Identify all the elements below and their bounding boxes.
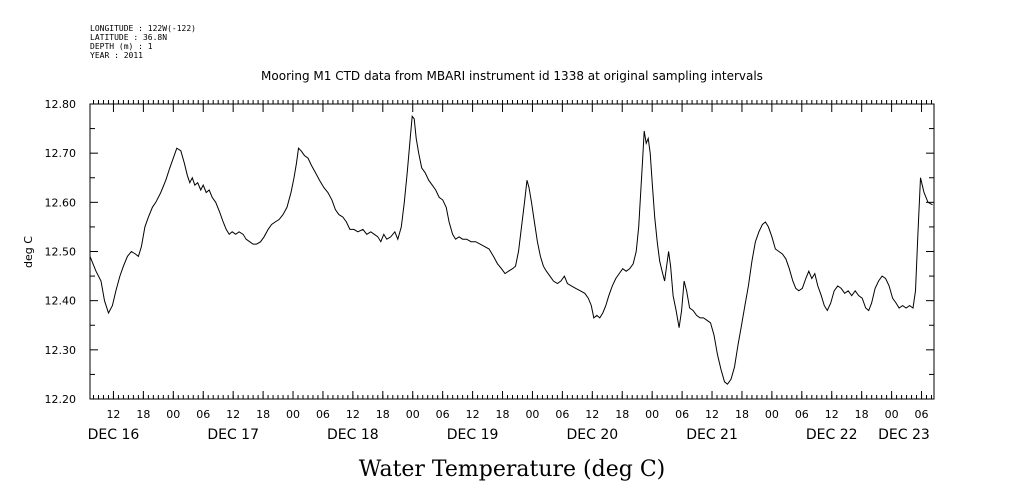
x-day-label: DEC 23 (878, 427, 930, 443)
y-tick-labels: 12.20 12.30 12.40 12.50 12.60 12.70 12.80 (45, 98, 77, 406)
x-hour-label: 18 (735, 408, 749, 421)
y-tick-label: 12.60 (45, 196, 77, 209)
plot-frame (89, 103, 935, 400)
x-hour-label: 18 (855, 408, 869, 421)
x-hour-label: 00 (525, 408, 539, 421)
x-hour-label: 18 (615, 408, 629, 421)
x-day-label: DEC 21 (686, 427, 738, 443)
x-major-ticks (112, 104, 923, 399)
y-tick-label: 12.20 (45, 393, 77, 406)
x-minor-ticks (92, 100, 933, 399)
header-longitude: LONGITUDE : 122W(-122) (90, 24, 196, 33)
x-hour-label: 00 (406, 408, 420, 421)
y-tick-label: 12.70 (45, 147, 77, 160)
temperature-line (89, 115, 933, 385)
x-hour-label: 18 (136, 408, 150, 421)
x-hour-label: 06 (316, 408, 330, 421)
x-hour-label: 00 (885, 408, 899, 421)
y-tick-label: 12.30 (45, 344, 77, 357)
x-day-label: DEC 20 (566, 427, 618, 443)
y-ticks (90, 103, 934, 400)
x-hour-label: 18 (256, 408, 270, 421)
x-day-label: DEC 19 (447, 427, 499, 443)
chart-header: LONGITUDE : 122W(-122) LATITUDE : 36.8N … (90, 24, 196, 60)
x-day-label: DEC 16 (88, 427, 140, 443)
x-day-label: DEC 18 (327, 427, 379, 443)
x-day-labels: DEC 16 DEC 17 DEC 18 DEC 19 DEC 20 DEC 21 DEC … (88, 427, 930, 443)
header-depth: DEPTH (m) : 1 (90, 42, 153, 51)
x-hour-label: 06 (555, 408, 569, 421)
y-tick-label: 12.50 (45, 246, 77, 259)
y-tick-label: 12.40 (45, 295, 77, 308)
header-year: YEAR : 2011 (90, 51, 143, 60)
x-hour-label: 06 (795, 408, 809, 421)
x-hour-label: 06 (196, 408, 210, 421)
x-hour-label: 12 (346, 408, 360, 421)
x-hour-label: 18 (496, 408, 510, 421)
x-hour-label: 00 (645, 408, 659, 421)
y-tick-label: 12.80 (45, 98, 77, 111)
x-day-label: DEC 22 (806, 427, 858, 443)
x-hour-label: 00 (166, 408, 180, 421)
x-hour-label: 12 (226, 408, 240, 421)
x-hour-label: 00 (286, 408, 300, 421)
x-axis-label: Water Temperature (deg C) (359, 457, 666, 482)
x-hour-label: 18 (376, 408, 390, 421)
x-hour-label: 00 (765, 408, 779, 421)
x-hour-label: 06 (915, 408, 929, 421)
chart-title: Mooring M1 CTD data from MBARI instrumen… (261, 69, 763, 83)
x-hour-label: 06 (436, 408, 450, 421)
x-hour-label: 06 (675, 408, 689, 421)
x-hour-label: 12 (585, 408, 599, 421)
x-hour-label: 12 (466, 408, 480, 421)
x-hour-label: 12 (106, 408, 120, 421)
y-axis-label: deg C (22, 236, 35, 268)
header-latitude: LATITUDE : 36.8N (90, 33, 167, 42)
x-hour-label: 12 (705, 408, 719, 421)
x-hour-label: 12 (825, 408, 839, 421)
x-day-label: DEC 17 (207, 427, 259, 443)
x-hour-labels: 12 18 00 06 12 18 00 06 12 18 00 06 12 18 00 06 12 18 00 06… (106, 408, 928, 421)
